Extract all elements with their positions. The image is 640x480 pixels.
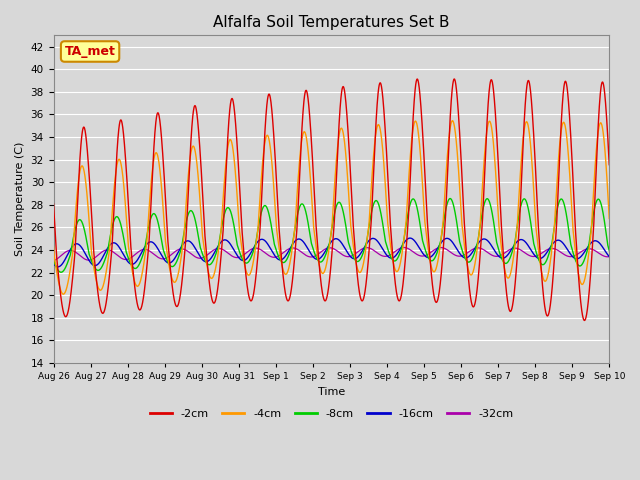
Legend: -2cm, -4cm, -8cm, -16cm, -32cm: -2cm, -4cm, -8cm, -16cm, -32cm — [145, 404, 518, 423]
Title: Alfalfa Soil Temperatures Set B: Alfalfa Soil Temperatures Set B — [213, 15, 450, 30]
Y-axis label: Soil Temperature (C): Soil Temperature (C) — [15, 142, 25, 256]
X-axis label: Time: Time — [318, 386, 345, 396]
Text: TA_met: TA_met — [65, 45, 115, 58]
